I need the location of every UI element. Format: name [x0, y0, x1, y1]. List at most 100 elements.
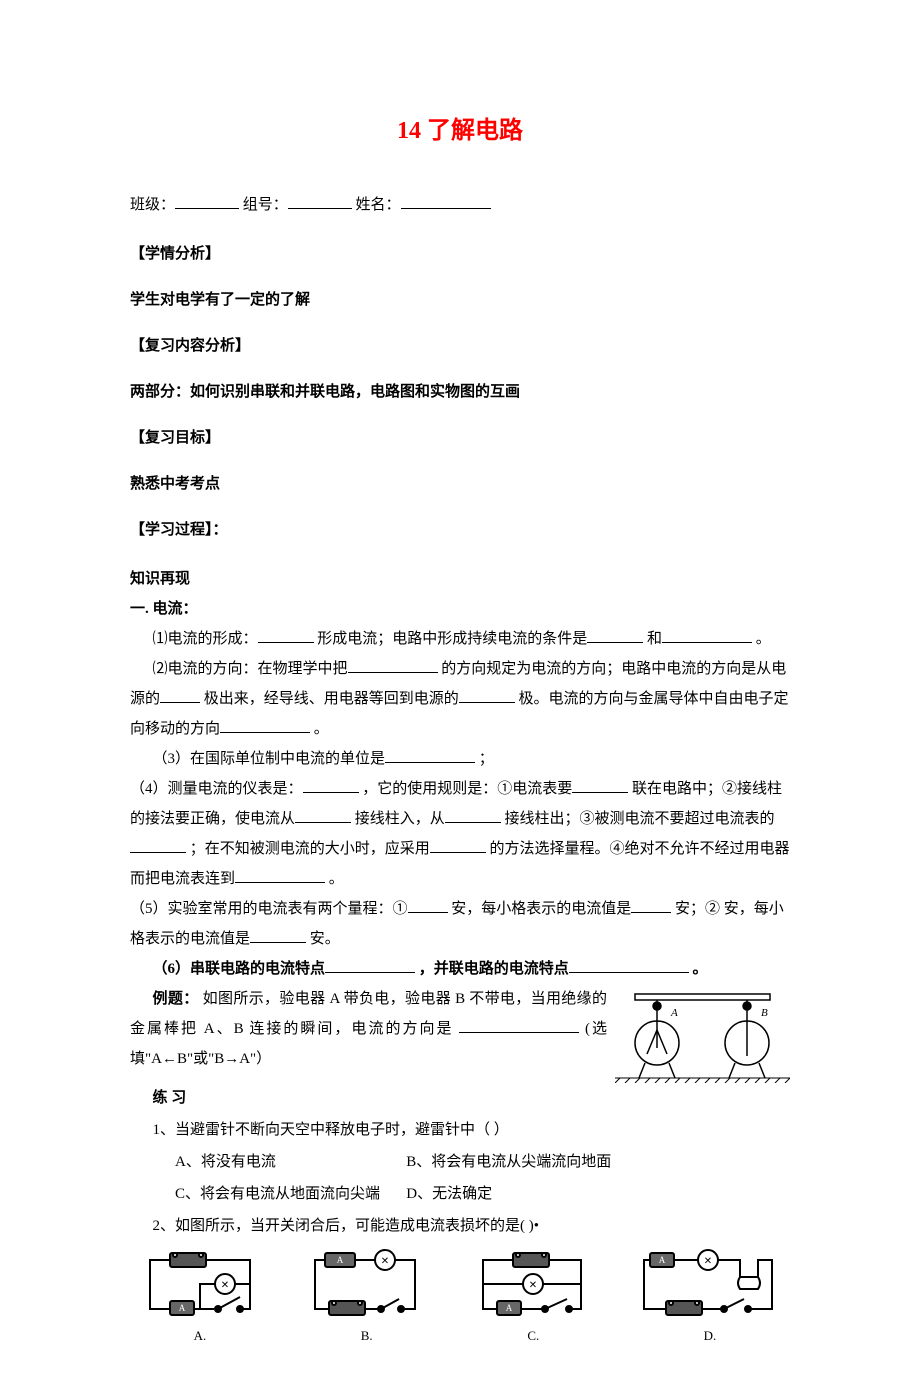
p1a: ⑴电流的形成：: [153, 631, 258, 647]
process-heading: 【学习过程】：: [130, 518, 790, 542]
blank-5-1[interactable]: [408, 897, 448, 913]
group-blank[interactable]: [288, 193, 352, 209]
content-heading: 【复习内容分析】: [130, 334, 790, 358]
student-info: 班级： 组号： 姓名：: [130, 193, 790, 214]
blank-1-2[interactable]: [587, 627, 643, 643]
p4d: 接线柱入，从: [355, 811, 445, 827]
p2e: 。: [314, 721, 329, 737]
p5b: 安，每小格表示的电流值是: [451, 901, 631, 917]
opt-d-label: D.: [704, 1328, 717, 1344]
analysis-body: 学生对电学有了一定的了解: [130, 288, 790, 312]
knowledge-block: 知识再现 一. 电流： ⑴电流的形成： 形成电流；电路中形成持续电流的条件是 和…: [130, 564, 790, 1344]
p4b: ，它的使用规则是：①电流表要: [362, 781, 572, 797]
question-1-options-row1: A、将没有电流 B、将会有电流从尖端流向地面: [130, 1147, 790, 1177]
p2a: ⑵电流的方向：在物理学中把: [153, 661, 348, 677]
blank-4-4[interactable]: [445, 807, 501, 823]
circuit-options-row: ✕ A A. A ✕: [130, 1249, 790, 1344]
class-blank[interactable]: [175, 193, 239, 209]
electroscope-figure: A B: [615, 988, 790, 1083]
p6a: （6）串联电路的电流特点: [153, 961, 326, 977]
blank-2-3[interactable]: [459, 687, 515, 703]
p3b: ；: [479, 751, 494, 767]
blank-6-2[interactable]: [569, 957, 689, 973]
svg-text:✕: ✕: [704, 1256, 712, 1267]
svg-text:A: A: [659, 1255, 666, 1265]
page-title: 14 了解电路: [130, 110, 790, 145]
p5a: （5）实验室常用的电流表有两个量程：①: [130, 901, 408, 917]
analysis-body-section: 学生对电学有了一定的了解: [130, 288, 790, 312]
circuit-option-a: ✕ A A.: [140, 1249, 260, 1344]
p4h: 。: [329, 871, 344, 887]
circuit-option-d: A ✕ D.: [640, 1249, 780, 1344]
q1-opt-c: C、将会有电流从地面流向尖端: [153, 1179, 403, 1209]
blank-4-3[interactable]: [295, 807, 351, 823]
goal-body-section: 熟悉中考考点: [130, 472, 790, 496]
circuit-option-b: A ✕ B.: [307, 1249, 427, 1344]
svg-text:A: A: [179, 1303, 186, 1313]
name-blank[interactable]: [401, 193, 491, 209]
svg-text:A: A: [336, 1255, 343, 1265]
content-body-section: 两部分：如何识别串联和并联电路，电路图和实物图的互画: [130, 380, 790, 404]
p4e: 接线柱出；③被测电流不要超过电流表的: [505, 811, 775, 827]
goal-section: 【复习目标】: [130, 426, 790, 450]
goal-body: 熟悉中考考点: [130, 472, 790, 496]
fig-label-a: A: [670, 1007, 678, 1019]
svg-text:✕: ✕: [529, 1280, 537, 1291]
process-section: 【学习过程】：: [130, 518, 790, 542]
q1-opt-b: B、将会有电流从尖端流向地面: [406, 1154, 611, 1170]
section1-heading: 一. 电流：: [130, 594, 790, 624]
p6c: 。: [693, 961, 708, 977]
analysis-section: 【学情分析】: [130, 242, 790, 266]
p4f: ；在不知被测电流的大小时，应采用: [190, 841, 430, 857]
analysis-heading: 【学情分析】: [130, 242, 790, 266]
blank-4-7[interactable]: [235, 867, 325, 883]
name-label: 姓名：: [356, 197, 401, 213]
content-section: 【复习内容分析】: [130, 334, 790, 358]
blank-4-6[interactable]: [430, 837, 486, 853]
p2c: 极出来，经导线、用电器等回到电源的: [204, 691, 459, 707]
blank-5-2[interactable]: [631, 897, 671, 913]
svg-text:A: A: [506, 1303, 513, 1313]
opt-b-label: B.: [361, 1328, 373, 1344]
p5d: 安。: [310, 931, 340, 947]
point-6: （6）串联电路的电流特点 ，并联电路的电流特点 。: [130, 954, 790, 984]
blank-2-4[interactable]: [220, 717, 310, 733]
point-4: （4）测量电流的仪表是： ，它的使用规则是：①电流表要 联在电路中；②接线柱的接…: [130, 774, 790, 894]
blank-2-1[interactable]: [348, 657, 438, 673]
p1d: 。: [756, 631, 771, 647]
blank-1-1[interactable]: [258, 627, 314, 643]
p3a: （3）在国际单位制中电流的单位是: [153, 751, 386, 767]
goal-heading: 【复习目标】: [130, 426, 790, 450]
blank-4-1[interactable]: [303, 777, 359, 793]
question-1-options-row2: C、将会有电流从地面流向尖端 D、无法确定: [130, 1179, 790, 1209]
blank-6-1[interactable]: [325, 957, 415, 973]
title-text: 14 了解电路: [397, 118, 523, 144]
blank-3-1[interactable]: [385, 747, 475, 763]
blank-example[interactable]: [459, 1017, 579, 1033]
p4a: （4）测量电流的仪表是：: [130, 781, 303, 797]
p1b: 形成电流；电路中形成持续电流的条件是: [317, 631, 587, 647]
blank-1-3[interactable]: [662, 627, 752, 643]
practice-heading: 练 习: [130, 1083, 790, 1113]
svg-text:✕: ✕: [221, 1280, 229, 1291]
class-label: 班级：: [130, 197, 175, 213]
point-2: ⑵电流的方向：在物理学中把 的方向规定为电流的方向；电路中电流的方向是从电源的 …: [130, 654, 790, 744]
blank-2-2[interactable]: [160, 687, 200, 703]
svg-text:✕: ✕: [380, 1256, 388, 1267]
point-3: （3）在国际单位制中电流的单位是 ；: [130, 744, 790, 774]
blank-5-3[interactable]: [250, 927, 306, 943]
blank-4-2[interactable]: [572, 777, 628, 793]
group-label: 组号：: [243, 197, 288, 213]
opt-c-label: C.: [527, 1328, 539, 1344]
point-5: （5）实验室常用的电流表有两个量程：① 安，每小格表示的电流值是 安；② 安，每…: [130, 894, 790, 954]
q1-opt-d: D、无法确定: [406, 1186, 492, 1202]
content-body: 两部分：如何识别串联和并联电路，电路图和实物图的互画: [130, 380, 790, 404]
circuit-option-c: ✕ A C.: [473, 1249, 593, 1344]
blank-4-5[interactable]: [130, 837, 186, 853]
point-1: ⑴电流的形成： 形成电流；电路中形成持续电流的条件是 和 。: [130, 624, 790, 654]
recall-heading: 知识再现: [130, 564, 790, 594]
question-1: 1、当避雷针不断向天空中释放电子时，避雷针中（ ）: [130, 1115, 790, 1145]
fig-label-b: B: [761, 1007, 768, 1019]
question-2: 2、如图所示，当开关闭合后，可能造成电流表损坏的是( )•: [130, 1211, 790, 1241]
q1-opt-a: A、将没有电流: [153, 1147, 403, 1177]
